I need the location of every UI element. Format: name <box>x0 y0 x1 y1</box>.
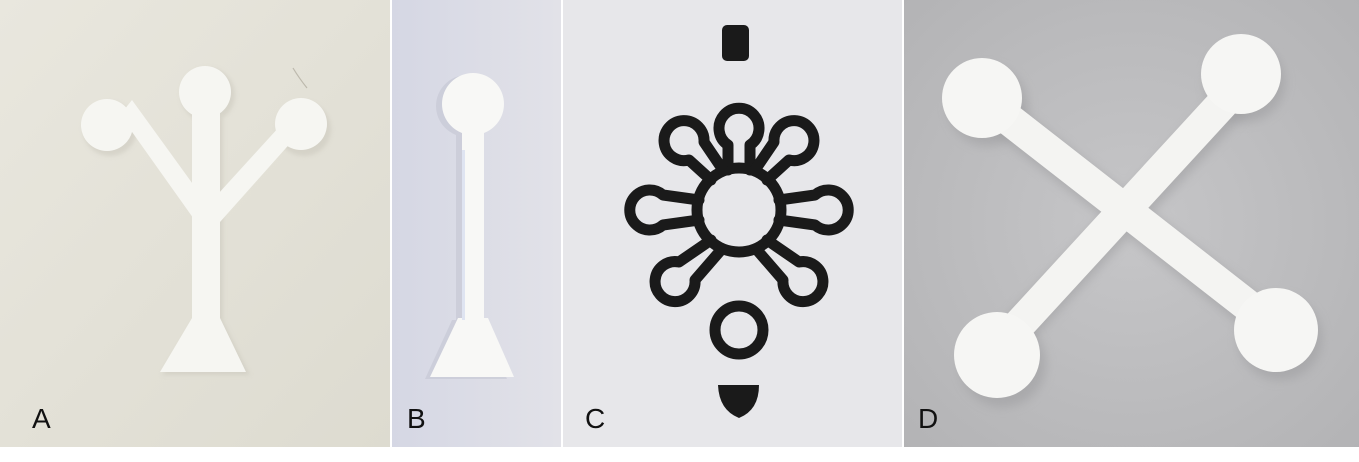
panel-a: A <box>0 0 390 447</box>
panel-label-d: D <box>918 403 939 434</box>
panel-b: B <box>392 0 561 447</box>
printed-pattern-c-image <box>563 0 902 447</box>
panel-label-c: C <box>585 403 606 434</box>
paper-device-d <box>942 34 1318 398</box>
panel-c: C <box>563 0 902 447</box>
paper-device-b <box>430 73 514 377</box>
paper-device-d-image <box>904 0 1359 447</box>
paper-device-b-image <box>392 0 561 447</box>
printed-pattern-c <box>624 102 854 360</box>
paper-device-a-image <box>0 0 390 447</box>
panel-label-b: B <box>407 403 426 434</box>
panel-label-a: A <box>32 403 51 434</box>
panel-d: D <box>904 0 1359 447</box>
paper-device-a <box>81 66 327 372</box>
